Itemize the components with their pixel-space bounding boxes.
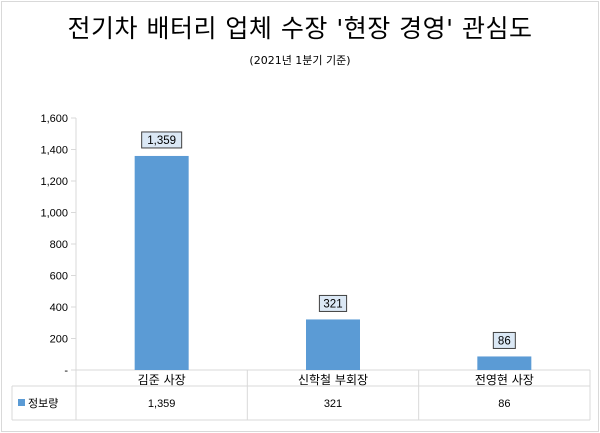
- y-tick-label: -: [64, 365, 68, 377]
- bar-1: [134, 155, 189, 370]
- y-tick-label: 600: [50, 271, 68, 283]
- category-label: 김준 사장: [138, 373, 186, 387]
- table-value: 321: [324, 398, 342, 410]
- y-tick-label: 800: [50, 239, 68, 251]
- bar-2: [306, 319, 360, 370]
- data-label-box: [141, 131, 183, 149]
- category-label: 전영현 사장: [475, 373, 534, 387]
- data-label: 86: [498, 335, 511, 347]
- data-label-box: [318, 294, 348, 312]
- category-label: 신학철 부회장: [298, 373, 368, 387]
- y-tick-label: 1,600: [40, 113, 68, 125]
- y-tick-label: 1,400: [40, 145, 68, 157]
- data-label-box: [492, 331, 516, 349]
- data-label: 321: [323, 298, 342, 310]
- data-label: 1,359: [147, 135, 176, 147]
- legend-swatch: [18, 399, 25, 406]
- table-value: 86: [498, 398, 510, 410]
- chart-title: 전기차 배터리 업체 수장 '현장 경영' 관심도: [67, 14, 533, 43]
- y-tick-label: 1,000: [40, 208, 68, 220]
- legend-label: 정보량: [28, 397, 58, 410]
- y-tick-label: 1,200: [40, 176, 68, 188]
- chart-subtitle: (2021년 1분기 기준): [249, 54, 351, 67]
- bar-3: [477, 356, 532, 370]
- table-value: 1,359: [148, 398, 176, 410]
- y-tick-label: 200: [50, 334, 68, 346]
- y-tick-label: 400: [50, 302, 68, 314]
